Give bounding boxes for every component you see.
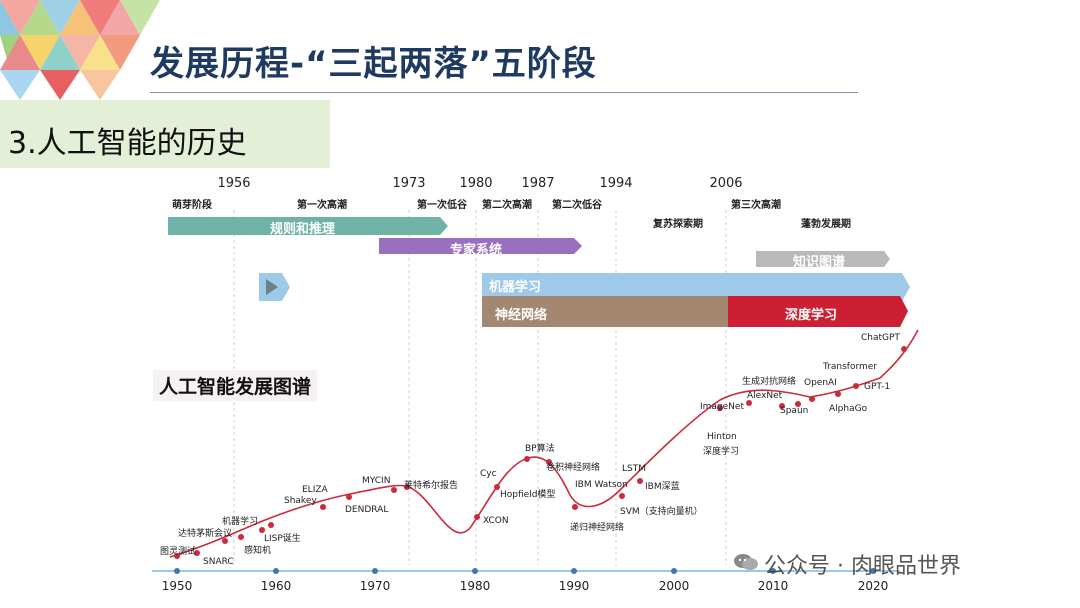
event-label: LISP诞生 <box>264 534 301 544</box>
page-title: 发展历程-“三起两落”五阶段 <box>150 44 597 84</box>
dl-band <box>728 296 908 327</box>
event-label: BP算法 <box>525 444 555 454</box>
year-1980: 1980 <box>459 176 493 191</box>
kg-band <box>756 251 890 267</box>
event-label: Transformer <box>823 362 878 372</box>
section-subtitle: 3.人工智能的历史 <box>8 126 247 161</box>
event-label: AlphaGo <box>829 404 868 414</box>
phase-label: 第二次低谷 <box>552 200 602 211</box>
axis-tick-label: 2000 <box>658 579 690 593</box>
event-label: IBM深蓝 <box>645 482 680 492</box>
phase-label: 第二次高潮 <box>482 200 532 211</box>
band-label-dl: 深度学习 <box>785 308 838 323</box>
event-label: 深度学习 <box>703 447 740 457</box>
year-1987: 1987 <box>521 176 555 191</box>
wechat-icon <box>734 554 758 570</box>
axis-tick-label: 1980 <box>459 579 491 593</box>
axis-tick-label: 1970 <box>359 579 391 593</box>
event-label: AlexNet <box>747 391 783 401</box>
year-1973: 1973 <box>392 176 426 191</box>
subtitle-box <box>0 100 330 168</box>
decorative-triangle-mosaic <box>0 0 160 100</box>
axis-tick-label: 2020 <box>857 579 889 593</box>
phase-label: 第三次高潮 <box>731 200 781 211</box>
event-label: IBM Watson <box>575 480 628 490</box>
expert-band <box>379 238 582 254</box>
event-label: XCON <box>483 516 509 526</box>
phase-label: 复苏探索期 <box>653 219 703 230</box>
event-dots <box>174 346 907 559</box>
rules-band <box>168 217 448 235</box>
atlas-title: 人工智能发展图谱 <box>153 370 318 401</box>
band-label-kg: 知识图谱 <box>793 255 846 270</box>
band-label-ml: 机器学习 <box>489 280 542 295</box>
event-label: 递归神经网络 <box>570 523 625 533</box>
phase-label: 第一次高潮 <box>297 200 347 211</box>
event-label: MYCIN <box>362 476 391 486</box>
event-label: Cyc <box>480 469 497 479</box>
axis-tick-label: 1950 <box>161 579 193 593</box>
event-label: Hinton <box>707 432 737 442</box>
event-label: 生成对抗网络 <box>742 377 797 387</box>
event-label: DENDRAL <box>345 505 389 515</box>
phase-label: 第一次低谷 <box>417 200 467 211</box>
event-label: SVM（支持向量机） <box>620 507 703 517</box>
nn-band <box>482 296 728 327</box>
title-divider <box>150 92 858 93</box>
event-label: GPT-1 <box>864 382 891 392</box>
event-label: Shakey <box>284 496 317 506</box>
watermark-text: 公众号 · 肉眼品世界 <box>764 554 961 579</box>
ml-band <box>482 273 910 301</box>
event-label: OpenAI <box>804 378 837 388</box>
phase-label: 蓬勃发展期 <box>801 219 851 230</box>
axis-tick-label: 1990 <box>558 579 590 593</box>
event-label: Spaun <box>780 406 809 416</box>
year-1956: 1956 <box>217 176 251 191</box>
axis-tick-label: 2010 <box>757 579 789 593</box>
event-label: ELIZA <box>302 485 328 495</box>
phase-label: 萌芽阶段 <box>172 200 212 211</box>
band-label-nn: 神经网络 <box>495 308 548 323</box>
band-label-expert: 专家系统 <box>450 243 503 258</box>
event-label: Hopfield模型 <box>500 490 556 500</box>
axis-tick-dots <box>174 568 876 574</box>
event-label: 机器学习 <box>222 517 259 527</box>
axis-tick-label: 1960 <box>260 579 292 593</box>
event-label: LSTM <box>622 464 646 474</box>
event-label: 达特茅斯会议 <box>178 529 233 539</box>
band-label-rules: 规则和推理 <box>270 222 336 237</box>
event-label: 感知机 <box>244 546 272 556</box>
event-label: 卷积神经网络 <box>546 463 601 473</box>
year-2006: 2006 <box>709 176 743 191</box>
event-label: ChatGPT <box>861 333 900 343</box>
event-label: SNARC <box>203 557 234 567</box>
year-1994: 1994 <box>599 176 633 191</box>
event-label: 莱特希尔报告 <box>404 481 459 491</box>
event-label: 图灵测试 <box>160 547 197 557</box>
event-label: ImageNet <box>700 402 744 412</box>
era-separators <box>233 210 727 565</box>
